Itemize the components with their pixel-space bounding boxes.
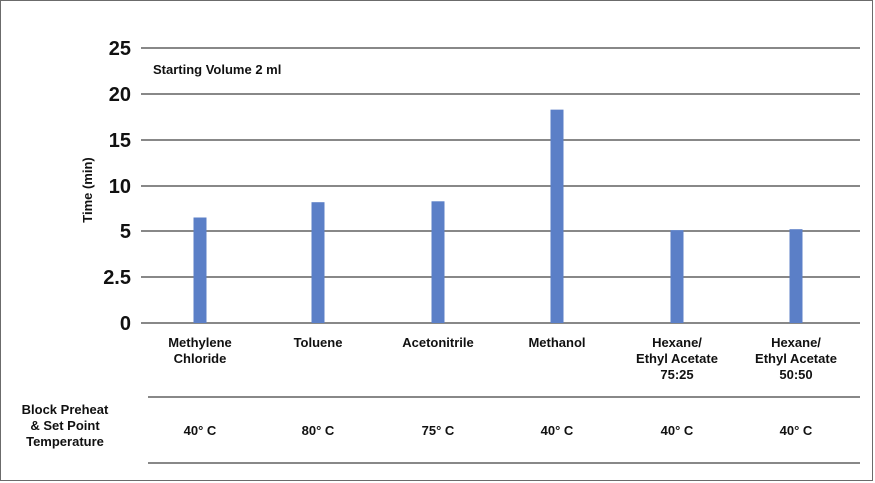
y-tick-label: 10 xyxy=(109,176,131,198)
table-temperature-cell: 80° C xyxy=(302,423,335,438)
y-tick-label: 20 xyxy=(109,84,131,106)
y-tick-label: 5 xyxy=(120,221,131,243)
preheat-table: Block Preheat & Set Point Temperature 40° C… xyxy=(22,396,860,464)
bar xyxy=(193,217,207,323)
bar xyxy=(311,202,325,323)
y-tick-label: 0 xyxy=(120,313,131,335)
category-labels: Methylene Chloride Toluene Acetonitrile Meth… xyxy=(168,335,837,382)
bars xyxy=(193,109,803,323)
category-label: Hexane/Ethyl Acetate 75:25 xyxy=(636,335,718,382)
gridlines xyxy=(141,47,860,324)
table-temperature-cell: 40° C xyxy=(780,423,813,438)
bar xyxy=(550,109,564,323)
table-temperature-cell: 40° C xyxy=(184,423,217,438)
category-label: Toluene xyxy=(294,335,343,350)
bar xyxy=(431,201,445,323)
table-row-label: Block Preheat & Set Point Temperature xyxy=(22,402,109,449)
table-temperature-cell: 40° C xyxy=(661,423,694,438)
category-label: Methylene Chloride xyxy=(168,335,232,366)
y-tick-label: 25 xyxy=(109,38,131,60)
annotation-starting-volume: Starting Volume 2 ml xyxy=(153,62,281,77)
bar xyxy=(789,229,803,323)
y-tick-label: 2.5 xyxy=(103,267,131,289)
category-label: Acetonitrile xyxy=(402,335,474,350)
bar xyxy=(670,230,684,323)
table-temperature-cell: 75° C xyxy=(422,423,455,438)
table-temperature-cell: 40° C xyxy=(541,423,574,438)
y-tick-label: 15 xyxy=(109,130,131,152)
category-label: Methanol xyxy=(528,335,585,350)
y-axis-label: Time (min) xyxy=(80,157,95,223)
y-tick-labels: 0 2.5 5 10 15 20 25 xyxy=(103,38,131,335)
category-label: Hexane/Ethyl Acetate 50:50 xyxy=(755,335,837,382)
